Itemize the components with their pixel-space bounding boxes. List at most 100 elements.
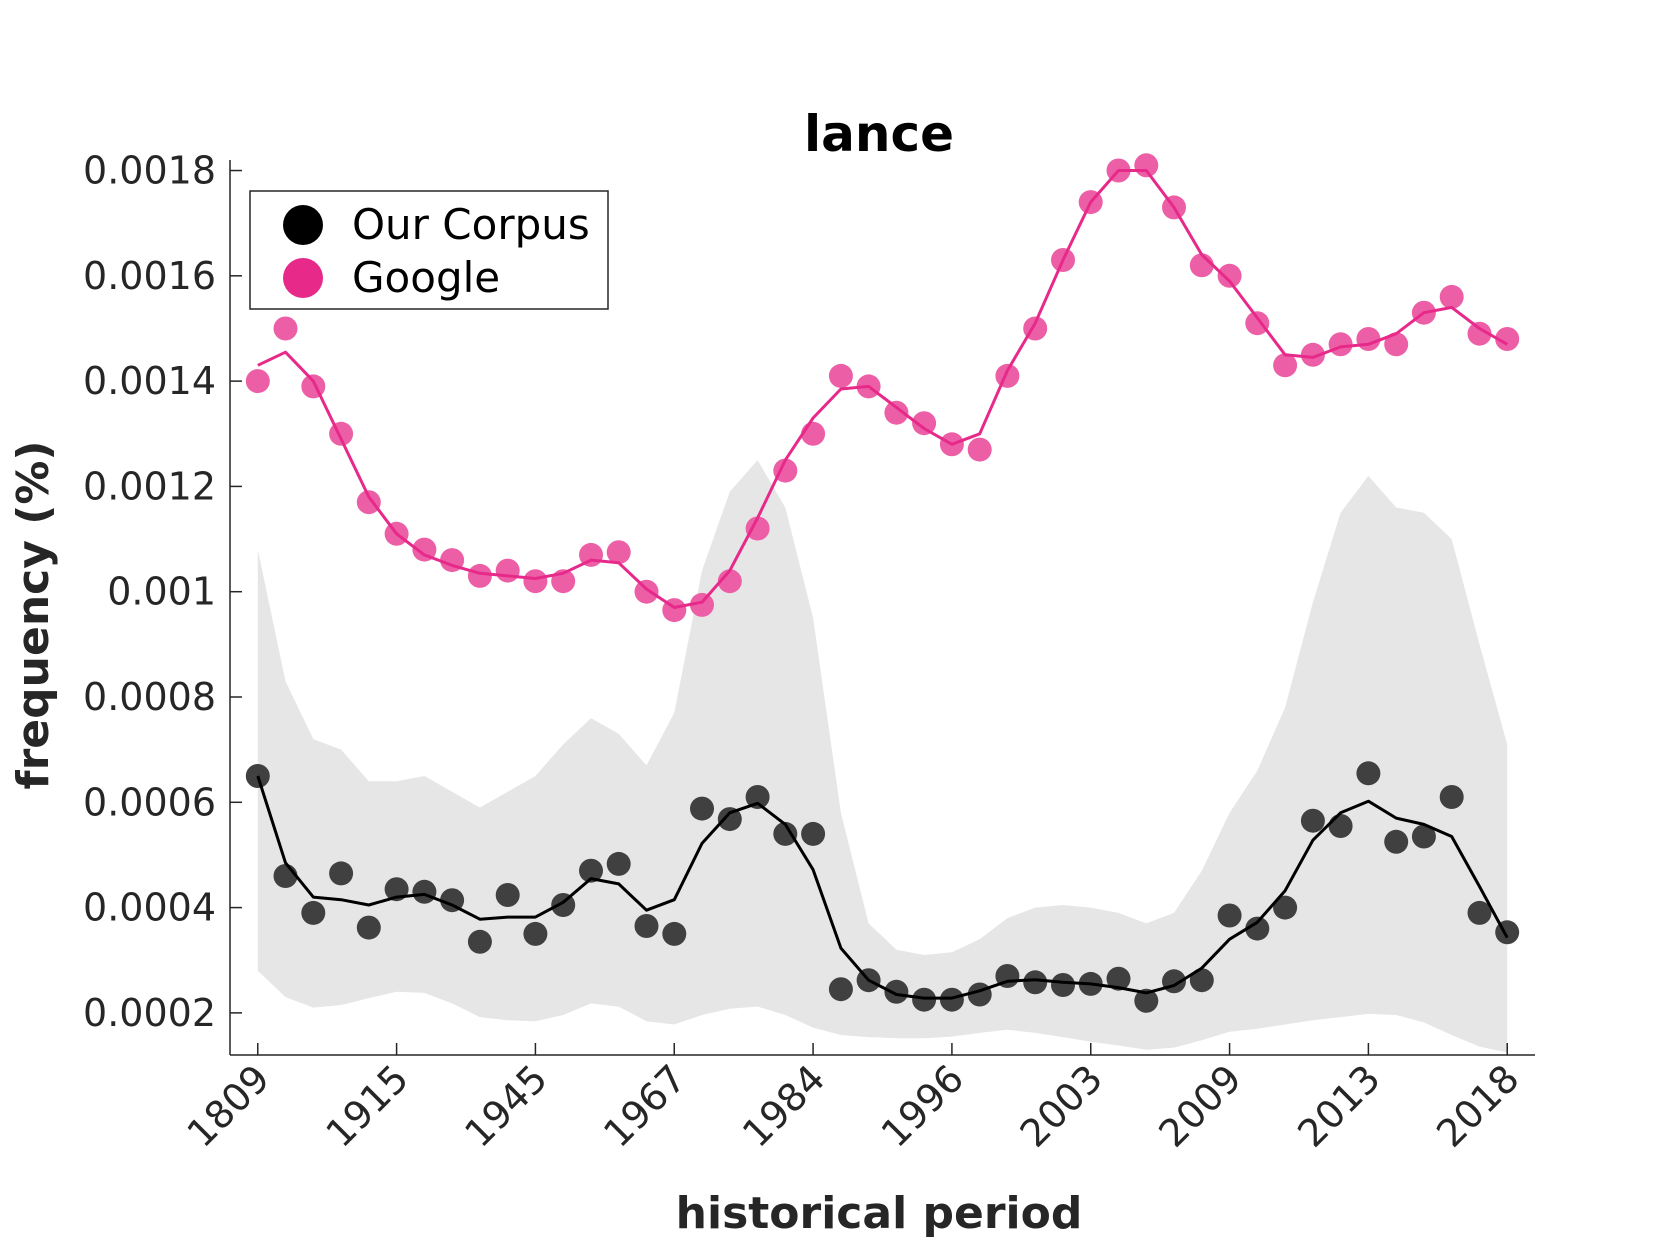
data-point-google <box>606 540 631 565</box>
x-tick-label: 2018 <box>1428 1056 1528 1156</box>
data-point-google <box>690 592 714 617</box>
data-point-google <box>1467 321 1492 346</box>
legend-marker-google <box>283 258 323 298</box>
data-point-google <box>967 437 992 462</box>
data-point-google <box>245 369 270 394</box>
data-point-google <box>1328 332 1353 357</box>
data-point-our-corpus <box>301 900 326 925</box>
data-point-our-corpus <box>1106 966 1131 991</box>
data-point-our-corpus <box>745 785 770 809</box>
series-google <box>245 153 1520 623</box>
series-line-our-corpus <box>256 775 1509 1000</box>
data-point-our-corpus <box>1051 973 1075 997</box>
y-axis-label: frequency (%) <box>8 440 59 789</box>
data-point-our-corpus <box>1217 903 1242 928</box>
data-point-google <box>301 374 326 399</box>
x-tick-label: 1967 <box>595 1056 695 1156</box>
data-point-our-corpus <box>356 915 381 940</box>
data-point-our-corpus <box>412 879 437 904</box>
legend-label-our-corpus: Our Corpus <box>352 200 590 249</box>
data-point-google <box>467 563 492 588</box>
y-tick-label: 0.001 <box>107 570 216 614</box>
y-tick-label: 0.0012 <box>83 464 216 508</box>
data-point-google <box>801 421 826 446</box>
data-point-google <box>523 569 548 594</box>
data-point-google <box>995 363 1020 388</box>
y-tick-label: 0.0006 <box>83 780 216 824</box>
data-point-google <box>1245 311 1270 336</box>
legend-marker-our-corpus <box>283 205 323 245</box>
x-tick-label: 1915 <box>317 1056 417 1156</box>
data-point-google <box>912 411 937 436</box>
data-point-google <box>828 363 853 388</box>
series-line-google <box>257 169 1508 609</box>
data-point-our-corpus <box>1467 900 1492 925</box>
data-point-google <box>634 579 659 604</box>
data-point-our-corpus <box>1300 808 1325 833</box>
data-point-google <box>1134 153 1159 178</box>
x-tick-label: 1984 <box>734 1056 834 1156</box>
data-point-our-corpus <box>440 888 465 913</box>
data-point-google <box>1495 327 1520 351</box>
data-point-our-corpus <box>828 977 853 1002</box>
data-point-our-corpus <box>1411 824 1436 849</box>
y-tick-label: 0.0002 <box>83 991 216 1035</box>
data-point-google <box>884 400 909 425</box>
data-point-our-corpus <box>606 851 631 876</box>
data-point-our-corpus <box>1134 988 1159 1013</box>
data-point-google <box>273 316 298 341</box>
series-layer <box>245 153 1520 1013</box>
series-our-corpus <box>245 761 1520 1013</box>
data-point-our-corpus <box>634 914 659 938</box>
data-point-google <box>1300 342 1325 367</box>
data-point-our-corpus <box>1384 829 1409 854</box>
data-point-our-corpus <box>884 979 909 1004</box>
data-point-our-corpus <box>773 821 798 846</box>
data-point-our-corpus <box>939 987 964 1012</box>
data-point-google <box>1384 332 1409 357</box>
data-point-google <box>495 558 520 583</box>
x-tick-label: 2013 <box>1289 1056 1389 1156</box>
y-tick-label: 0.0008 <box>83 675 216 719</box>
data-point-our-corpus <box>329 861 354 886</box>
data-point-our-corpus <box>467 929 492 954</box>
data-point-our-corpus <box>1273 895 1298 920</box>
x-axis-label: historical period <box>676 1188 1083 1239</box>
data-point-google <box>745 516 770 541</box>
data-point-our-corpus <box>912 987 937 1012</box>
data-point-our-corpus <box>690 796 714 821</box>
data-point-our-corpus <box>1328 814 1353 838</box>
data-point-our-corpus <box>1356 761 1381 786</box>
x-tick-label: 1809 <box>179 1056 279 1156</box>
y-tick-label: 0.0014 <box>83 359 216 403</box>
data-point-our-corpus <box>1023 970 1048 995</box>
data-point-google <box>773 458 798 483</box>
x-tick-label: 2009 <box>1150 1056 1250 1156</box>
y-tick-label: 0.0004 <box>83 886 216 930</box>
chart-title: lance <box>804 105 954 163</box>
legend-label-google: Google <box>352 253 500 302</box>
data-point-our-corpus <box>1189 968 1214 993</box>
data-point-our-corpus <box>495 883 520 907</box>
legend: Our Corpus Google <box>249 190 609 310</box>
data-point-google <box>1356 327 1381 351</box>
data-point-our-corpus <box>579 858 603 883</box>
confidence-band-layer <box>257 460 1508 1053</box>
data-point-our-corpus <box>523 921 548 946</box>
y-tick-label: 0.0018 <box>83 149 216 193</box>
data-point-our-corpus <box>273 864 298 888</box>
data-point-google <box>356 490 381 515</box>
x-tick-label: 1945 <box>456 1056 556 1156</box>
data-point-our-corpus <box>1439 785 1464 809</box>
data-point-google <box>1189 253 1214 278</box>
x-tick-label: 2003 <box>1012 1056 1112 1156</box>
data-point-google <box>1439 284 1464 309</box>
x-tick-label: 1996 <box>873 1056 973 1156</box>
data-point-our-corpus <box>662 921 687 946</box>
data-point-google <box>1273 353 1298 378</box>
data-point-our-corpus <box>717 807 742 832</box>
confidence-band <box>257 460 1508 1053</box>
y-tick-label: 0.0016 <box>83 254 216 298</box>
data-point-our-corpus <box>801 821 826 846</box>
